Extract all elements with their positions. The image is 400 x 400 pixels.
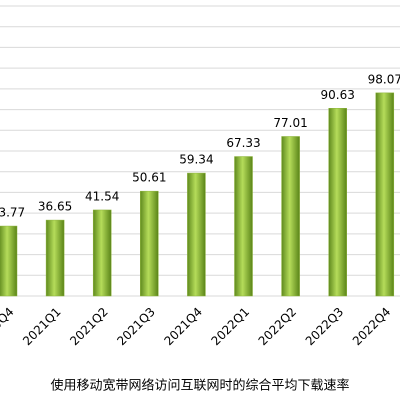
x-tick-label: 2022Q4 <box>350 305 394 349</box>
value-label: 33.77 <box>0 206 25 220</box>
value-label: 90.63 <box>321 88 355 102</box>
x-tick-label: 2022Q2 <box>256 305 300 349</box>
value-label: 67.33 <box>226 136 260 150</box>
x-tick-label: 2021Q4 <box>161 305 205 349</box>
value-label: 50.61 <box>132 171 166 185</box>
bar <box>234 156 253 297</box>
value-label: 77.01 <box>273 116 307 130</box>
x-tick-label: 2022Q1 <box>209 305 253 349</box>
x-tick-label: 2021Q3 <box>114 305 158 349</box>
bar <box>187 172 206 297</box>
value-label: 41.54 <box>85 189 119 203</box>
bar <box>281 136 300 297</box>
value-label: 98.07 <box>368 72 400 86</box>
value-label: 36.65 <box>38 200 72 214</box>
x-tick-label: 2021Q1 <box>20 305 64 349</box>
bar <box>0 225 18 297</box>
chart-title: 使用移动宽带网络访问互联网时的综合平均下载速率 <box>50 378 349 394</box>
bar <box>328 108 347 297</box>
x-tick-label: 2021Q2 <box>67 305 111 349</box>
value-label: 59.34 <box>179 153 213 167</box>
bar <box>140 190 159 297</box>
bar <box>45 219 65 297</box>
x-tick-label: 2022Q3 <box>303 305 347 349</box>
bar <box>375 92 395 297</box>
bar <box>92 209 112 297</box>
x-tick-label: 2020Q4 <box>0 305 17 349</box>
